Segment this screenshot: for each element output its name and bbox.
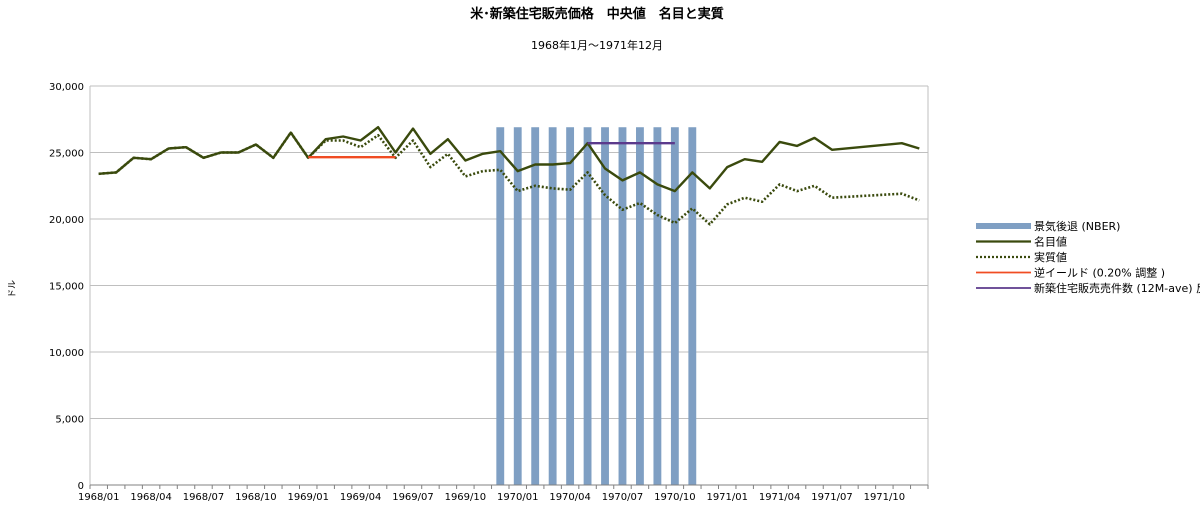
y-tick-label: 0 [78,481,84,492]
recession-bar [496,127,505,485]
x-tick-label: 1971/07 [811,492,853,503]
recession-bar [583,127,592,485]
legend-label: 景気後退 (NBER) [1034,219,1120,233]
x-tick-label: 1969/01 [287,492,329,503]
x-tick-label: 1970/07 [602,492,644,503]
series-lines [98,125,920,226]
x-tick-label: 1971/04 [759,492,801,503]
recession-bar [653,127,662,485]
recession-bar [618,127,627,485]
legend-label: 実質値 [1034,250,1067,264]
recession-bar [566,127,575,485]
legend-label: 新築住宅販売売件数 (12M-ave) 反転 [1034,281,1200,295]
y-tick-label: 10,000 [49,348,84,359]
x-tick-label: 1968/07 [183,492,225,503]
axes: 0 5,000 10,000 15,000 20,000 25,000 30,000 1968… [49,82,929,503]
y-tick-label: 5,000 [55,415,84,426]
recession-bar [688,127,697,485]
legend-swatch-recession [976,223,1031,229]
chart-title: 米･新築住宅販売価格 中央値 名目と実質 [470,6,724,22]
recession-bar [636,127,644,485]
y-tick-label: 20,000 [49,215,84,226]
legend-label: 名目値 [1034,235,1067,249]
x-tick-label: 1971/10 [864,492,906,503]
real-value-line [98,131,920,226]
chart-subtitle: 1968年1月～1971年12月 [531,38,663,52]
x-tick-label: 1968/04 [130,492,172,503]
recession-bar [670,127,679,485]
y-tick-label: 15,000 [49,282,84,293]
recession-bars [496,127,697,485]
x-tick-label: 1970/01 [497,492,539,503]
y-tick-label: 25,000 [49,149,84,160]
x-tick-label: 1968/10 [235,492,277,503]
legend-label: 逆イールド (0.20% 調整 ) [1034,266,1165,280]
recession-bar [601,127,609,485]
y-tick-label: 30,000 [49,82,84,93]
recession-bar [548,127,557,485]
x-tick-label: 1969/07 [392,492,434,503]
x-tick-label: 1969/10 [445,492,487,503]
x-tick-label: 1968/01 [78,492,120,503]
nominal-value-line [98,125,920,193]
recession-bar [531,127,540,485]
gridlines [89,85,929,486]
y-axis-label: ドル [8,280,18,298]
x-tick-label: 1971/01 [706,492,748,503]
x-tick-label: 1970/10 [654,492,696,503]
x-tick-label: 1970/04 [549,492,591,503]
recession-bar [513,127,522,485]
x-tick-label: 1969/04 [340,492,382,503]
